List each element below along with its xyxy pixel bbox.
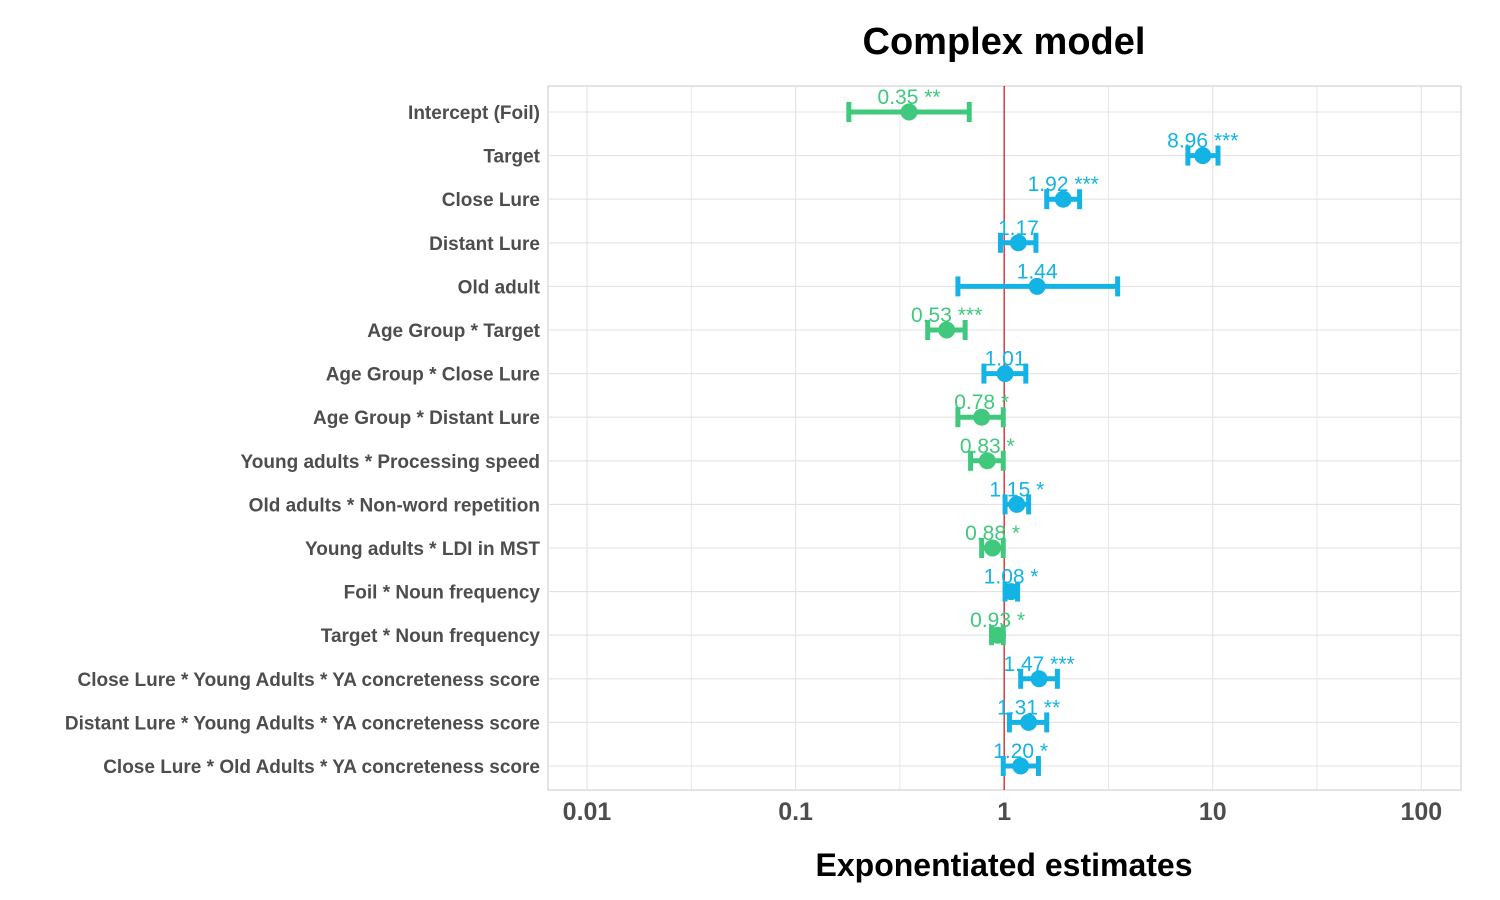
y-tick-label: Close Lure <box>442 190 540 211</box>
x-tick-label: 0.01 <box>563 798 612 826</box>
estimate-row: 1.20 * <box>993 740 1048 776</box>
x-tick-label: 0.1 <box>778 798 813 826</box>
x-axis-label: Exponentiated estimates <box>816 847 1193 883</box>
estimate-point <box>989 626 1007 644</box>
estimate-point <box>978 452 996 470</box>
estimate-row: 0.78 * <box>954 391 1009 428</box>
y-tick-label: Intercept (Foil) <box>408 103 540 124</box>
estimate-value-label: 0.35 ** <box>878 86 941 109</box>
estimate-row: 0.83 * <box>960 435 1015 471</box>
y-tick-label: Young adults * LDI in MST <box>305 539 540 560</box>
estimate-point <box>1030 670 1048 688</box>
x-axis-tick-labels: 0.01 0.1 1 10 100 <box>563 798 1442 826</box>
estimate-row: 1.92 *** <box>1028 173 1099 210</box>
y-axis-term-labels: Intercept (Foil) Target Close Lure Distant … <box>65 103 541 778</box>
x-tick-label: 10 <box>1199 798 1227 826</box>
estimate-value-label: 0.93 * <box>970 609 1025 632</box>
estimate-point <box>1194 147 1212 165</box>
y-tick-label: Young adults * Processing speed <box>241 452 541 473</box>
estimate-value-label: 1.01 <box>985 348 1026 371</box>
y-tick-label: Target * Noun frequency <box>321 626 541 647</box>
estimate-row: 0.35 ** <box>846 86 972 122</box>
estimate-row: 0.93 * <box>970 609 1025 646</box>
estimate-value-label: 1.20 * <box>993 740 1048 763</box>
estimate-value-label: 1.92 *** <box>1028 173 1099 196</box>
estimate-value-label: 1.17 <box>998 217 1039 240</box>
y-tick-label: Old adult <box>458 277 541 298</box>
estimate-point <box>1012 757 1030 775</box>
estimate-point <box>1020 713 1038 731</box>
estimate-marks: 0.35 **8.96 ***1.92 ***1.171.440.53 ***1… <box>846 86 1238 776</box>
estimate-row: 1.01 <box>981 348 1029 384</box>
estimate-value-label: 1.44 <box>1017 260 1058 283</box>
estimate-row: 1.15 * <box>989 478 1044 515</box>
estimate-row: 8.96 *** <box>1167 130 1238 166</box>
estimate-value-label: 0.88 * <box>965 522 1020 545</box>
estimate-point <box>1002 583 1020 601</box>
y-tick-label: Age Group * Distant Lure <box>313 408 540 429</box>
estimate-row: 0.53 *** <box>911 304 982 340</box>
estimate-point <box>996 365 1014 383</box>
estimate-point <box>973 408 991 426</box>
estimate-row: 0.88 * <box>965 522 1020 558</box>
estimate-point <box>1009 234 1027 252</box>
y-tick-label: Distant Lure * Young Adults * YA concret… <box>65 713 540 734</box>
estimate-value-label: 0.78 * <box>954 391 1009 414</box>
estimate-point <box>938 321 956 339</box>
estimate-point <box>984 539 1002 557</box>
y-tick-label: Age Group * Target <box>367 321 540 342</box>
y-tick-label: Foil * Noun frequency <box>344 583 541 604</box>
chart-title: Complex model <box>863 21 1146 63</box>
y-tick-label: Target <box>483 147 540 168</box>
y-tick-label: Close Lure * Young Adults * YA concreten… <box>78 670 541 691</box>
estimate-row: 1.47 *** <box>1003 653 1075 689</box>
estimate-row: 1.17 <box>998 217 1039 253</box>
estimate-value-label: 1.15 * <box>989 478 1044 501</box>
y-tick-label: Old adults * Non-word repetition <box>249 495 540 516</box>
y-tick-label: Age Group * Close Lure <box>326 365 540 386</box>
estimate-point <box>900 103 918 121</box>
estimate-value-label: 8.96 *** <box>1167 130 1238 153</box>
estimate-row: 1.44 <box>955 260 1121 297</box>
estimate-row: 1.31 ** <box>997 696 1060 733</box>
estimate-point <box>1028 277 1046 295</box>
x-tick-label: 1 <box>997 798 1011 826</box>
estimate-value-label: 1.08 * <box>984 566 1039 589</box>
y-tick-label: Distant Lure <box>429 234 540 255</box>
x-tick-label: 100 <box>1400 798 1442 826</box>
estimate-value-label: 0.83 * <box>960 435 1015 458</box>
estimate-row: 1.08 * <box>984 566 1039 602</box>
estimate-value-label: 1.31 ** <box>997 696 1060 719</box>
estimate-point <box>1054 190 1072 208</box>
estimate-value-label: 0.53 *** <box>911 304 982 327</box>
y-tick-label: Close Lure * Old Adults * YA concretenes… <box>103 757 540 778</box>
estimate-point <box>1008 495 1026 513</box>
estimate-value-label: 1.47 *** <box>1003 653 1074 676</box>
